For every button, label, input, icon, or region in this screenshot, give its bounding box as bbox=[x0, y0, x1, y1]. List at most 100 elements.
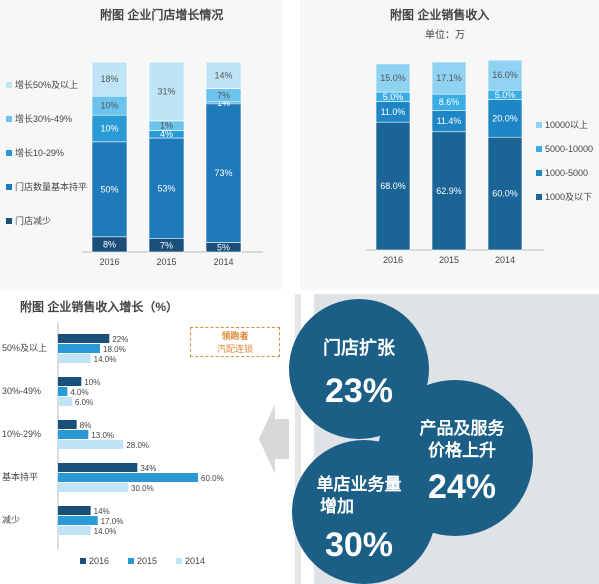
brand-line2: 汽配连锁 bbox=[216, 344, 253, 354]
left-arrow-icon bbox=[259, 404, 289, 474]
bar bbox=[58, 440, 124, 449]
sales-growth-chart: 50%及以上22%18.0%14.0%30%-49%10%4.0%6.0%10%… bbox=[2, 322, 224, 566]
bar-segment bbox=[148, 61, 185, 122]
x-tick-label: 2015 bbox=[156, 257, 176, 267]
legend-swatch bbox=[6, 218, 12, 224]
bar-segment bbox=[375, 63, 411, 93]
bar bbox=[58, 473, 198, 482]
bar-segment bbox=[148, 137, 185, 239]
data-label: 4% bbox=[160, 129, 173, 139]
bar-segment bbox=[375, 121, 411, 251]
bar bbox=[58, 387, 68, 396]
brand-logo: 领跑者 汽配连锁 bbox=[190, 327, 280, 357]
legend-label: 1000及以下 bbox=[545, 192, 592, 202]
legend-swatch bbox=[6, 150, 12, 156]
legend-swatch bbox=[128, 558, 134, 564]
sales-revenue-chart: 68.0% 11.0% 5.0% 15.0% 2016 62.9% 11.4% 8.6% 17.… bbox=[366, 59, 593, 265]
bubble3-value: 30% bbox=[325, 526, 393, 564]
y-tick-label: 减少 bbox=[2, 514, 20, 525]
x-tick-label: 2014 bbox=[213, 257, 233, 267]
bar-segment bbox=[205, 61, 242, 89]
y-tick-label: 10%-29% bbox=[2, 429, 41, 439]
bubble-volume-increase bbox=[292, 440, 436, 584]
data-label: 20.0% bbox=[492, 113, 518, 123]
bar-segment bbox=[91, 114, 128, 143]
data-label: 28.0% bbox=[126, 441, 149, 450]
legend-swatch bbox=[6, 82, 12, 88]
data-label: 11.4% bbox=[437, 116, 462, 126]
bubble2-label1: 产品及服务 bbox=[420, 418, 506, 438]
bar bbox=[58, 334, 110, 343]
legend-label: 增长50%及以上 bbox=[15, 79, 78, 90]
bar bbox=[58, 377, 82, 386]
chart3-title: 附图 企业销售收入增长（%） bbox=[20, 300, 179, 314]
bubble1-label: 门店扩张 bbox=[323, 337, 396, 358]
chart1-title: 附图 企业门店增长情况 bbox=[100, 8, 224, 22]
legend-swatch bbox=[80, 558, 86, 564]
data-label: 5.0% bbox=[495, 90, 516, 100]
y-tick-label: 30%-49% bbox=[2, 386, 41, 396]
data-label: 15.0% bbox=[380, 73, 406, 83]
summary-bubbles: 门店扩张 23% 产品及服务 价格上升 24% 单店业务量 增加 30% bbox=[259, 294, 599, 584]
chart2-subtitle: 单位：万 bbox=[425, 30, 465, 41]
data-label: 60.0% bbox=[201, 474, 224, 483]
legend-label: 2015 bbox=[137, 556, 157, 566]
data-label: 6.0% bbox=[75, 398, 93, 407]
data-label: 62.9% bbox=[436, 186, 462, 196]
data-label: 8% bbox=[80, 421, 92, 430]
legend-swatch bbox=[6, 116, 12, 122]
data-label: 11.0% bbox=[381, 107, 406, 117]
data-label: 34% bbox=[140, 464, 156, 473]
bubble2-value: 24% bbox=[428, 468, 496, 506]
bubble1-value: 23% bbox=[325, 372, 393, 410]
y-tick-label: 50%及以上 bbox=[2, 343, 47, 353]
legend-label: 2014 bbox=[185, 556, 205, 566]
legend-label: 2016 bbox=[89, 556, 109, 566]
bar bbox=[58, 526, 91, 535]
x-tick-label: 2014 bbox=[495, 255, 515, 265]
data-label: 14% bbox=[94, 507, 110, 516]
legend-label: 门店数量基本持平 bbox=[15, 181, 87, 192]
data-label: 5.0% bbox=[383, 92, 404, 102]
chart2-title: 附图 企业销售收入 bbox=[390, 8, 490, 22]
data-label: 5% bbox=[217, 242, 230, 252]
bar bbox=[58, 344, 100, 353]
data-label: 73% bbox=[214, 168, 232, 178]
legend-label: 增长30%-49% bbox=[15, 113, 72, 124]
data-label: 10% bbox=[84, 378, 100, 387]
bar bbox=[58, 483, 128, 492]
data-label: 1% bbox=[160, 121, 173, 131]
data-label: 30.0% bbox=[131, 484, 154, 493]
bar-segment bbox=[487, 99, 523, 138]
data-label: 18.0% bbox=[103, 345, 126, 354]
bar bbox=[58, 506, 91, 515]
data-label: 10% bbox=[100, 124, 118, 134]
data-label: 14.0% bbox=[94, 355, 117, 364]
data-label: 60.0% bbox=[492, 189, 518, 199]
data-label: 53% bbox=[157, 183, 175, 193]
bar bbox=[58, 516, 98, 525]
bubble3-label2: 增加 bbox=[320, 496, 354, 516]
data-label: 18% bbox=[100, 74, 118, 84]
x-tick-label: 2015 bbox=[439, 255, 459, 265]
data-label: 68.0% bbox=[380, 181, 406, 191]
data-label: 50% bbox=[100, 184, 118, 194]
legend-swatch bbox=[536, 194, 542, 200]
data-label: 16.0% bbox=[492, 70, 518, 80]
bar bbox=[58, 354, 91, 363]
bubble3-label1: 单店业务量 bbox=[317, 474, 402, 494]
store-growth-chart: 8%50%10%10%18%20167%53%4%1%31%20155%73%1… bbox=[6, 61, 263, 267]
bar-segment bbox=[91, 61, 128, 97]
bar bbox=[58, 397, 72, 406]
data-label: 8.6% bbox=[439, 97, 460, 107]
data-label: 7% bbox=[217, 90, 230, 100]
legend-swatch bbox=[536, 122, 542, 128]
data-label: 1% bbox=[217, 98, 230, 108]
data-label: 17.0% bbox=[101, 517, 124, 526]
bubble-store-expansion bbox=[289, 299, 429, 439]
bar-segment bbox=[431, 61, 467, 95]
data-label: 13.0% bbox=[91, 431, 114, 440]
bar bbox=[58, 463, 138, 472]
data-label: 14% bbox=[214, 70, 232, 80]
data-label: 10% bbox=[100, 101, 118, 111]
